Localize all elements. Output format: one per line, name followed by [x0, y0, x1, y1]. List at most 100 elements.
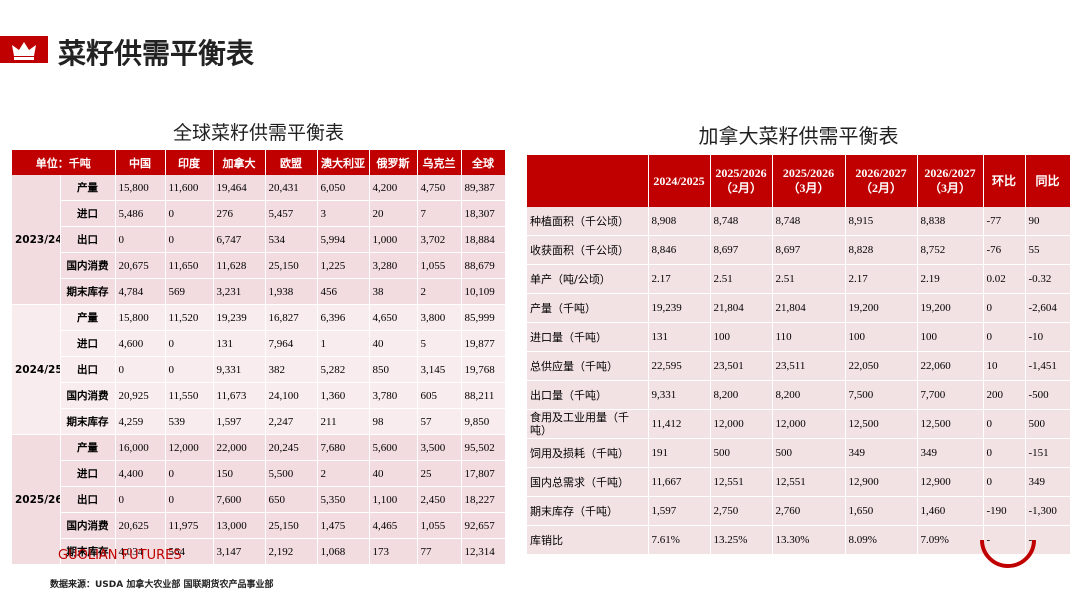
cell: 500 [1025, 409, 1071, 439]
cell: 11,628 [213, 252, 266, 279]
cell: 1,597 [648, 496, 711, 526]
row-label: 出口 [60, 226, 116, 253]
row-label: 进口 [60, 460, 116, 487]
cell: 1,650 [845, 496, 918, 526]
cell: 18,307 [461, 200, 506, 227]
cell: 605 [417, 382, 462, 409]
row-label: 期末库存 [60, 538, 116, 565]
cell: -1,451 [1025, 351, 1071, 381]
row: 食用及工业用量（千吨） 11,412 12,000 12,000 12,500 12,50… [527, 409, 1071, 439]
cell: 456 [317, 278, 370, 305]
cell: 8.09% [845, 525, 918, 555]
row-label: 期末库存 [60, 408, 116, 435]
cell: 89,387 [461, 175, 506, 201]
header-cell: 印度 [165, 150, 214, 175]
cell: 22,060 [917, 351, 984, 381]
row: 产量（千吨） 19,239 21,804 21,804 19,200 19,200 0 -2,… [527, 293, 1071, 323]
row: 期末库存 4,784 569 3,231 1,938 456 38 2 10,109 [12, 278, 506, 305]
cell: -1,300 [1025, 496, 1071, 526]
cell: 10 [983, 351, 1026, 381]
cell: 1,000 [369, 226, 418, 253]
cell: 95,502 [461, 434, 506, 461]
row: 出口 0 0 9,331 382 5,282 850 3,145 19,768 [12, 356, 506, 383]
cell: 6,050 [317, 175, 370, 201]
cell: 534 [265, 226, 318, 253]
cell: 40 [369, 330, 418, 357]
cell: 850 [369, 356, 418, 383]
cell: 8,915 [845, 207, 918, 236]
cell: 650 [265, 486, 318, 513]
header-cell [527, 155, 649, 207]
row: 单产（吨/公顷） 2.17 2.51 2.51 2.17 2.19 0.02 -0.32 [527, 264, 1071, 294]
cell: 382 [265, 356, 318, 383]
cell: 20,925 [115, 382, 166, 409]
cell: 2,192 [265, 538, 318, 565]
cell: 8,748 [772, 207, 846, 236]
cell: 0 [115, 356, 166, 383]
cell: 0 [115, 226, 166, 253]
cell: 569 [165, 278, 214, 305]
cell: 23,511 [772, 351, 846, 381]
header-cell: 环比 [983, 155, 1026, 207]
cell: 22,000 [213, 434, 266, 461]
cell: 15,800 [115, 304, 166, 331]
canada-table: 2024/2025 2025/2026 （2月） 2025/2026 （3月） 202… [527, 155, 1071, 555]
cell: 4,600 [115, 330, 166, 357]
cell: 2,450 [417, 486, 462, 513]
cell: 11,550 [165, 382, 214, 409]
cell: 3,780 [369, 382, 418, 409]
cell: 9,331 [213, 356, 266, 383]
cell: 13,000 [213, 512, 266, 539]
cell: 4,200 [369, 175, 418, 201]
row-label: 种植面积（千公顷） [527, 207, 649, 236]
row-label: 产量 [60, 175, 116, 201]
group-label: 2023/24 [12, 175, 61, 305]
cell: 200 [983, 380, 1026, 410]
row: 期末库存 4,034 564 3,147 2,192 1,068 173 77 12,314 [12, 538, 506, 565]
cell: 2,760 [772, 496, 846, 526]
decor-circle [980, 540, 1036, 568]
cell: 20,431 [265, 175, 318, 201]
cell: 3,147 [213, 538, 266, 565]
cell: 11,600 [165, 175, 214, 201]
cell: 24,100 [265, 382, 318, 409]
cell: 4,750 [417, 175, 462, 201]
cell: 100 [845, 322, 918, 352]
cell: 4,034 [115, 538, 166, 565]
cell: 5,486 [115, 200, 166, 227]
row: 进口 4,400 0 150 5,500 2 40 25 17,807 [12, 460, 506, 487]
cell: 88,211 [461, 382, 506, 409]
cell: 19,877 [461, 330, 506, 357]
cell: 4,400 [115, 460, 166, 487]
row-label: 食用及工业用量（千吨） [527, 409, 649, 439]
cell: 211 [317, 408, 370, 435]
row: 种植面积（千公顷） 8,908 8,748 8,748 8,915 8,838 -77 90 [527, 207, 1071, 236]
row: 国内消费 20,925 11,550 11,673 24,100 1,360 3,780 60… [12, 382, 506, 409]
cell: 9,850 [461, 408, 506, 435]
cell: 98 [369, 408, 418, 435]
cell: 3,500 [417, 434, 462, 461]
row-label: 出口 [60, 486, 116, 513]
cell: 100 [710, 322, 773, 352]
cell: 1,055 [417, 512, 462, 539]
cell: 20 [369, 200, 418, 227]
cell: 0.02 [983, 264, 1026, 294]
cell: 20,245 [265, 434, 318, 461]
cell: 13.30% [772, 525, 846, 555]
cell: 8,838 [917, 207, 984, 236]
cell: 92,657 [461, 512, 506, 539]
cell: 6,747 [213, 226, 266, 253]
cell: 150 [213, 460, 266, 487]
cell: 38 [369, 278, 418, 305]
cell: 23,501 [710, 351, 773, 381]
cell: 5 [417, 330, 462, 357]
cell: 0 [983, 409, 1026, 439]
cell: 8,846 [648, 235, 711, 265]
table-title: 加拿大菜籽供需平衡表 [698, 126, 899, 148]
row: 国内总需求（千吨） 11,667 12,551 12,551 12,900 12,900 0… [527, 467, 1071, 497]
cell: 7,700 [917, 380, 984, 410]
header-cell: 欧盟 [265, 150, 318, 175]
cell: 5,457 [265, 200, 318, 227]
cell: 4,465 [369, 512, 418, 539]
